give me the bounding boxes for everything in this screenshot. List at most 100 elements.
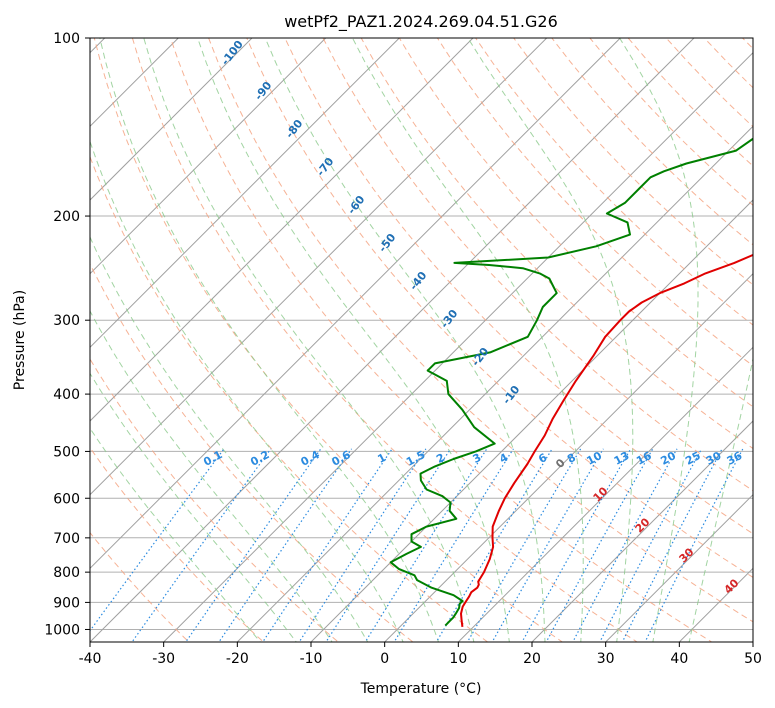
mixing-ratio-label: 2 xyxy=(434,451,447,466)
mixing-ratio-label: 6 xyxy=(536,451,549,466)
dry-adiabat--10 xyxy=(90,358,339,642)
x-axis-ticks: -40 -30 -20 -10 0 10 20 30 40 50 xyxy=(79,642,762,667)
x-tick-label: 40 xyxy=(670,651,688,667)
dry-adiabat-label: 30 xyxy=(677,545,697,565)
moist-adiabat-15 xyxy=(197,38,510,642)
mixing-ratio-label: 30 xyxy=(704,449,724,468)
moist-adiabat-40 xyxy=(688,356,753,642)
y-axis-label: Pressure (hPa) xyxy=(12,290,28,390)
mixing-ratio-label: 16 xyxy=(634,449,654,468)
dry-adiabat-40 xyxy=(170,38,713,642)
dry-adiabat-70 xyxy=(284,38,753,535)
dry-adiabat-60 xyxy=(246,38,753,578)
moist-adiabat--20 xyxy=(90,427,261,642)
y-tick-label: 600 xyxy=(53,491,80,507)
mixing-ratio-line xyxy=(185,448,322,642)
mixing-ratio-label: 13 xyxy=(612,449,632,468)
x-axis-label: Temperature (°C) xyxy=(360,681,482,697)
plot-frame xyxy=(89,37,754,643)
mixing-ratio-line xyxy=(90,448,225,632)
mixing-ratio-line xyxy=(435,448,553,642)
mixing-ratio-line xyxy=(131,448,272,642)
dry-adiabat-label: 10 xyxy=(591,484,611,504)
temperature-line xyxy=(460,253,753,628)
dry-adiabat-50 xyxy=(208,38,753,623)
mixing-ratio-label: 1 xyxy=(375,451,388,466)
mixing-ratio-line xyxy=(521,448,632,642)
mixing-ratio-line xyxy=(545,448,654,642)
isotherm-40 xyxy=(678,567,753,642)
mixing-ratio-line xyxy=(466,448,582,642)
isotherm--10 xyxy=(310,199,753,642)
isotherm-50 xyxy=(752,641,753,642)
mixing-ratio-label: 25 xyxy=(683,449,703,468)
dry-adiabat-180 xyxy=(703,38,753,89)
isotherm-20 xyxy=(531,420,753,642)
isotherm--100 xyxy=(90,38,253,201)
dry-adiabat-label: 40 xyxy=(722,576,742,596)
isotherm--50 xyxy=(90,38,621,570)
moist-adiabat-label: -50 xyxy=(376,231,399,255)
moist-adiabat-label: -60 xyxy=(345,193,368,217)
x-tick-label: -10 xyxy=(300,651,323,667)
dry-adiabat-label: 20 xyxy=(633,515,653,535)
moist-adiabat-label: -70 xyxy=(314,155,337,179)
dry-adiabat-0 xyxy=(90,262,414,642)
dry-adiabat--20 xyxy=(90,446,265,642)
moist-adiabat--15 xyxy=(90,372,297,642)
y-tick-label: 300 xyxy=(53,313,80,329)
mixing-ratio-line xyxy=(572,448,678,642)
y-tick-label: 800 xyxy=(53,565,80,581)
moist-adiabat-label: -90 xyxy=(252,79,275,103)
moist-adiabat-30 xyxy=(467,38,634,642)
x-tick-label: 10 xyxy=(449,651,467,667)
dry-adiabat-10 xyxy=(90,155,489,642)
mixing-ratio-line xyxy=(325,448,452,642)
isotherm--70 xyxy=(90,38,474,422)
moist-adiabat--10 xyxy=(90,310,333,642)
chart-title: wetPf2_PAZ1.2024.269.04.51.G26 xyxy=(284,12,558,32)
y-axis-ticks: 100 200 300 400 500 600 700 800 900 1000 xyxy=(44,31,90,638)
dry-adiabat-130 xyxy=(513,38,753,286)
isotherm-30 xyxy=(605,493,753,642)
plot-grid xyxy=(90,38,753,642)
x-tick-label: -20 xyxy=(226,651,249,667)
mixing-ratio-line xyxy=(599,448,703,642)
moist-adiabat-20 xyxy=(264,38,546,642)
mixing-ratio-label: 3 xyxy=(471,451,484,466)
isotherm--20 xyxy=(236,125,753,642)
moist-adiabat-10 xyxy=(143,38,475,642)
mixing-ratio-label: 10 xyxy=(584,449,604,468)
moist-adiabat-25 xyxy=(352,38,584,642)
moist-adiabat-label: -40 xyxy=(407,269,430,293)
moist-adiabat-label: -20 xyxy=(469,345,492,369)
dry-adiabat-20 xyxy=(93,38,564,642)
y-tick-label: 700 xyxy=(53,531,80,547)
y-tick-label: 1000 xyxy=(44,622,80,638)
x-tick-label: 20 xyxy=(523,651,541,667)
dewpoint-line xyxy=(389,137,753,627)
moist-adiabat-label: -30 xyxy=(438,307,461,331)
y-tick-label: 100 xyxy=(53,31,80,47)
y-tick-label: 400 xyxy=(53,387,80,403)
x-tick-label: 0 xyxy=(380,651,389,667)
isotherm--80 xyxy=(90,38,400,349)
dry-adiabat-190 xyxy=(742,38,753,50)
plot-series xyxy=(389,137,753,628)
dry-adiabat-100 xyxy=(398,38,753,408)
moist-adiabat--5 xyxy=(90,235,369,642)
x-tick-label: -40 xyxy=(79,651,102,667)
isotherm--60 xyxy=(90,38,548,496)
y-tick-label: 900 xyxy=(53,595,80,611)
moist-adiabat-label: -100 xyxy=(219,38,246,68)
moist-adiabat-5 xyxy=(99,38,440,642)
y-tick-label: 200 xyxy=(53,209,80,225)
dry-adiabat-140 xyxy=(551,38,753,246)
mixing-ratio-label: 36 xyxy=(725,449,745,468)
mixing-ratio-line xyxy=(364,448,488,642)
x-tick-label: -30 xyxy=(152,651,175,667)
moist-adiabat-35 xyxy=(619,38,699,642)
mixing-ratio-line xyxy=(298,448,427,642)
isotherm--40 xyxy=(90,38,695,642)
